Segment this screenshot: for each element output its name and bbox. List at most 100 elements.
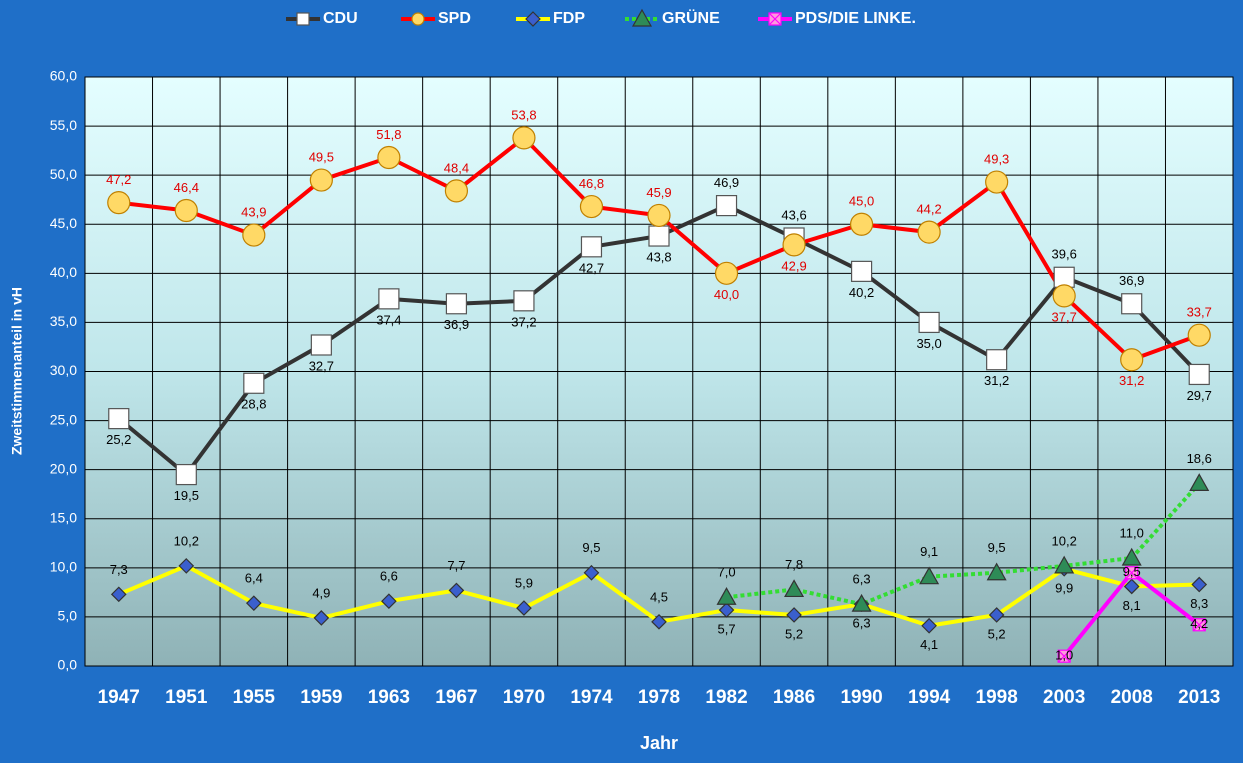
data-label: 28,8 — [241, 397, 266, 412]
data-label: 25,2 — [106, 432, 131, 447]
marker — [986, 562, 1007, 581]
data-label: 43,9 — [241, 204, 266, 219]
marker — [849, 212, 874, 236]
legend-label: CDU — [323, 10, 358, 27]
x-tick-label: 1974 — [570, 687, 613, 708]
marker-cross — [1192, 618, 1206, 632]
marker — [782, 233, 806, 257]
data-label: 53,8 — [511, 107, 536, 122]
data-label: 39,6 — [1052, 247, 1077, 262]
marker — [178, 558, 195, 574]
y-tick-label: 30,0 — [50, 362, 77, 378]
x-tick-label: 1998 — [976, 687, 1018, 708]
legend-label: PDS/DIE LINKE. — [795, 10, 916, 27]
marker — [377, 145, 401, 170]
marker — [715, 194, 738, 217]
data-label: 37,4 — [376, 312, 401, 327]
marker — [1053, 266, 1075, 288]
data-label: 9,5 — [582, 540, 600, 555]
marker — [444, 179, 469, 203]
data-label: 1,0 — [1055, 648, 1073, 663]
marker — [512, 126, 536, 150]
marker — [851, 593, 872, 612]
data-label: 11,0 — [1120, 525, 1144, 540]
marker — [917, 220, 941, 244]
marker — [918, 311, 940, 334]
data-label: 7,3 — [110, 562, 128, 577]
x-tick-label: 1990 — [840, 687, 882, 708]
marker — [1187, 323, 1211, 347]
marker — [110, 586, 127, 603]
data-label: 5,9 — [515, 576, 533, 591]
data-label: 4,2 — [1190, 616, 1208, 631]
data-label: 32,7 — [309, 358, 334, 373]
marker — [651, 613, 667, 630]
legend-label: FDP — [553, 10, 585, 27]
data-label: 10,2 — [174, 533, 199, 548]
x-tick-label: 2013 — [1178, 687, 1220, 708]
y-tick-label: 40,0 — [50, 264, 77, 280]
data-label: 40,0 — [714, 287, 739, 302]
marker — [378, 288, 400, 310]
marker — [921, 617, 937, 634]
data-label: 37,2 — [511, 314, 536, 329]
data-label: 37,7 — [1052, 309, 1077, 324]
plot-border — [84, 76, 1234, 667]
marker — [714, 261, 739, 285]
x-tick-label: 1970 — [503, 687, 545, 708]
marker — [1123, 578, 1140, 595]
marker — [631, 8, 653, 27]
data-label: 45,0 — [849, 194, 874, 209]
data-label: 6,6 — [380, 569, 398, 584]
marker — [107, 191, 131, 215]
data-label: 4,9 — [312, 585, 330, 600]
data-label: 9,9 — [1055, 580, 1073, 595]
marker — [313, 610, 330, 626]
data-label: 45,9 — [646, 185, 671, 200]
y-tick-label: 0,0 — [58, 657, 78, 673]
x-tick-label: 1978 — [638, 687, 680, 708]
marker — [108, 408, 130, 430]
marker — [784, 579, 805, 598]
data-label: 42,9 — [781, 258, 806, 273]
data-label: 4,1 — [920, 637, 938, 652]
y-tick-label: 35,0 — [50, 313, 77, 329]
y-tick-label: 45,0 — [50, 215, 77, 231]
data-label: 36,9 — [444, 317, 469, 332]
marker — [1192, 618, 1206, 632]
y-tick-label: 10,0 — [50, 559, 77, 575]
x-tick-label: 2008 — [1111, 687, 1153, 708]
marker — [648, 225, 670, 247]
data-label: 36,9 — [1119, 273, 1144, 288]
data-label: 49,5 — [309, 150, 334, 165]
marker — [580, 236, 603, 258]
data-label: 8,3 — [1190, 596, 1208, 611]
x-tick-label: 1994 — [908, 687, 951, 708]
y-tick-label: 15,0 — [50, 509, 77, 525]
marker — [310, 334, 332, 356]
marker — [1121, 547, 1142, 566]
x-tick-label: 2003 — [1043, 687, 1085, 708]
marker — [919, 566, 940, 585]
marker — [296, 12, 310, 26]
data-label: 42,7 — [579, 260, 604, 275]
data-label: 6,3 — [853, 616, 871, 631]
data-label: 5,7 — [717, 621, 735, 636]
x-tick-label: 1986 — [773, 687, 815, 708]
marker — [516, 600, 532, 616]
marker — [579, 194, 604, 219]
y-tick-label: 50,0 — [50, 166, 77, 182]
marker — [986, 349, 1008, 371]
marker — [174, 198, 198, 223]
data-label: 7,7 — [447, 558, 465, 573]
x-tick-label: 1959 — [300, 687, 342, 708]
data-label: 47,2 — [106, 172, 131, 187]
data-label: 5,2 — [785, 626, 803, 641]
marker — [583, 564, 600, 581]
x-tick-label: 1963 — [368, 687, 410, 708]
x-tick-label: 1982 — [705, 687, 747, 708]
data-label: 8,1 — [1123, 598, 1141, 613]
data-label: 9,5 — [988, 540, 1006, 555]
y-tick-label: 60,0 — [50, 68, 77, 84]
data-label: 48,4 — [444, 160, 469, 175]
